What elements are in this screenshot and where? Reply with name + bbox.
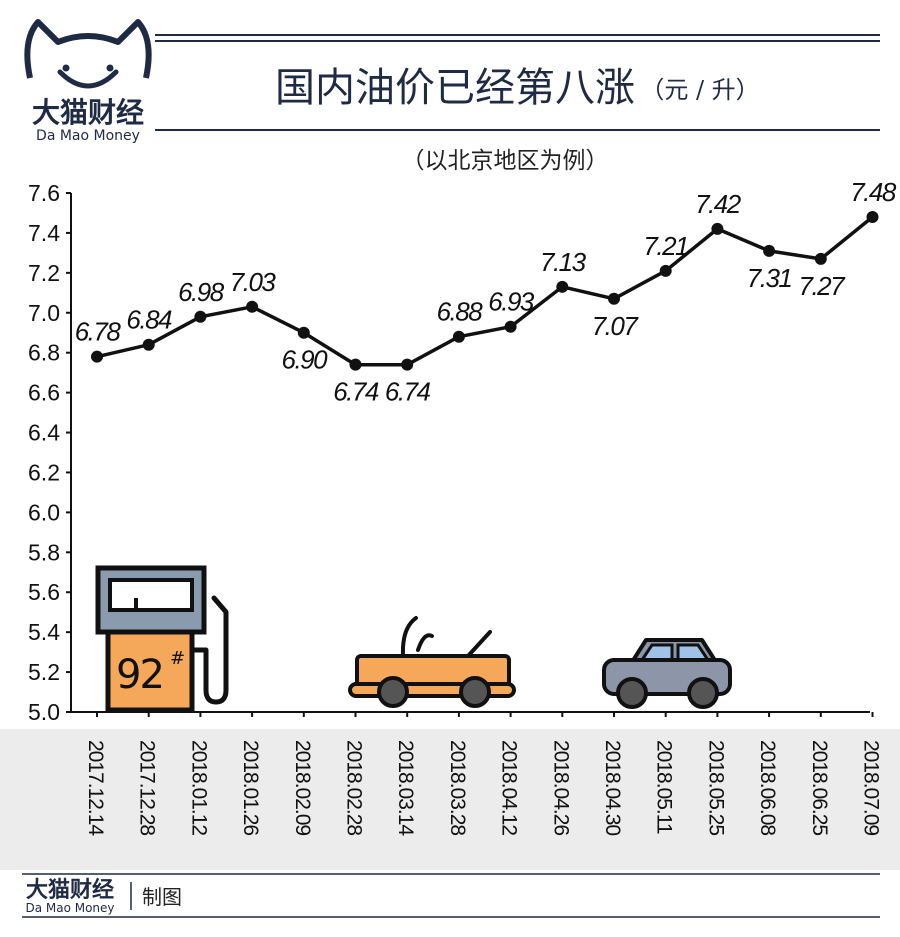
data-point xyxy=(297,326,310,339)
data-label: 7.42 xyxy=(695,189,742,219)
data-label: 6.78 xyxy=(75,317,122,347)
x-tick-label: 2018.03.28 xyxy=(446,740,469,835)
data-label: 6.90 xyxy=(281,345,328,375)
data-point xyxy=(866,210,879,223)
x-tick-label: 2018.06.25 xyxy=(808,740,831,835)
data-label: 6.98 xyxy=(178,277,225,307)
data-label: 6.74 xyxy=(333,377,379,407)
data-label: 7.27 xyxy=(798,271,846,301)
data-label: 6.74 xyxy=(385,377,431,407)
y-tick-label: 6.8 xyxy=(28,340,60,366)
x-tick-label: 2017.12.14 xyxy=(84,740,107,836)
x-tick-label: 2018.01.12 xyxy=(187,740,210,835)
data-point xyxy=(763,244,776,257)
data-label: 6.88 xyxy=(437,297,484,327)
logo-name-cn: 大猫财经 xyxy=(32,96,144,129)
data-point xyxy=(659,264,672,277)
data-label: 7.13 xyxy=(540,247,587,277)
x-tick-label: 2018.04.26 xyxy=(549,740,572,835)
y-tick-label: 7.4 xyxy=(28,220,60,246)
data-point xyxy=(711,222,724,235)
data-points xyxy=(91,210,879,371)
data-point xyxy=(349,358,362,371)
footer-brand-en: Da Mao Money xyxy=(25,901,114,915)
data-point xyxy=(504,320,517,333)
cat-logo-icon xyxy=(24,19,152,89)
x-axis-band xyxy=(0,729,900,870)
x-tick-label: 2018.06.08 xyxy=(756,740,779,835)
data-point xyxy=(556,280,569,293)
data-label: 7.03 xyxy=(230,267,277,297)
y-tick-label: 7.6 xyxy=(28,180,60,206)
data-point xyxy=(608,292,620,305)
y-tick-label: 6.2 xyxy=(28,459,60,485)
footer-credit: 制图 xyxy=(142,885,182,909)
convertible-car-icon xyxy=(348,616,516,708)
data-point xyxy=(91,350,103,363)
logo-name-en: Da Mao Money xyxy=(36,128,140,144)
y-tick-label: 5.8 xyxy=(28,539,60,565)
price-line xyxy=(96,215,874,367)
x-tick-label: 2018.04.12 xyxy=(498,740,521,835)
y-tick-label: 5.6 xyxy=(28,579,60,605)
data-label: 7.07 xyxy=(592,311,640,341)
y-tick-label: 5.0 xyxy=(28,699,60,725)
x-tick-label: 2018.05.11 xyxy=(653,740,676,834)
y-tick-label: 6.4 xyxy=(28,420,60,446)
y-ticks: 5.0 5.2 5.4 5.6 5.8 6.0 6.2 6.4 6.6 6.8 7.0 7.2 7.4 7… xyxy=(28,180,71,725)
gas-pump-icon xyxy=(95,565,229,713)
y-tick-label: 5.2 xyxy=(28,659,60,685)
data-point xyxy=(452,330,465,343)
y-tick-label: 5.4 xyxy=(28,619,60,645)
chart-subtitle: （以北京地区为例） xyxy=(402,148,609,174)
data-label: 6.84 xyxy=(126,305,172,335)
unit-label: （元 / 升） xyxy=(640,76,759,104)
data-label: 6.93 xyxy=(488,287,535,317)
sedan-car-icon xyxy=(602,638,732,709)
data-label: 7.31 xyxy=(747,263,792,293)
data-labels: 6.78 6.846.98 7.036.906.74 6.746.88 6.937.13… xyxy=(75,177,899,407)
y-tick-label: 7.0 xyxy=(28,300,60,326)
x-tick-label: 2018.07.09 xyxy=(860,740,883,835)
y-tick-label: 6.0 xyxy=(28,499,60,525)
data-point xyxy=(401,358,414,371)
x-ticks: 2017.12.14 2017.12.28 2018.01.12 2018.01.26… xyxy=(84,712,883,836)
data-label: 7.21 xyxy=(643,231,688,261)
footer-brand-cn: 大猫财经 xyxy=(26,877,114,903)
y-tick-label: 6.6 xyxy=(28,380,60,406)
data-point xyxy=(142,338,155,351)
chart-title: 国内油价已经第八涨 xyxy=(275,65,635,111)
pump-grade-mark: # xyxy=(170,648,185,669)
data-point xyxy=(194,310,207,323)
x-tick-label: 2017.12.28 xyxy=(136,740,159,835)
x-tick-label: 2018.05.25 xyxy=(704,740,727,835)
x-tick-label: 2018.04.30 xyxy=(601,740,624,835)
data-point xyxy=(246,300,259,313)
data-point xyxy=(814,252,827,265)
x-tick-label: 2018.02.28 xyxy=(343,740,366,835)
pump-grade-label: 92 xyxy=(116,652,163,698)
y-tick-label: 7.2 xyxy=(28,260,60,286)
x-tick-label: 2018.03.14 xyxy=(394,740,417,836)
x-tick-label: 2018.01.26 xyxy=(239,740,262,835)
x-tick-label: 2018.02.09 xyxy=(291,740,314,835)
data-label: 7.48 xyxy=(850,177,897,207)
